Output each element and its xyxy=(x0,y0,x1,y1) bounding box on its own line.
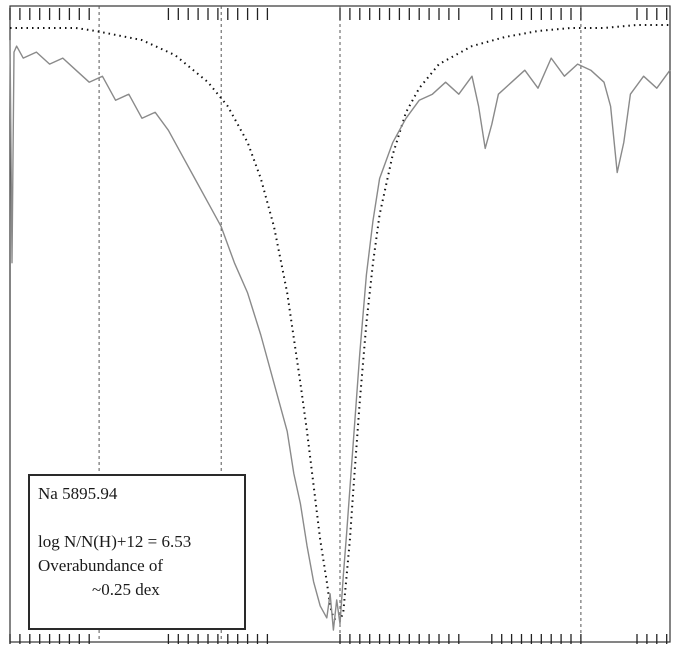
observed-spectrum-line xyxy=(9,40,671,631)
abundance-label: log N/N(H)+12 = 6.53 xyxy=(38,532,192,551)
annotation-box: Na 5895.94 log N/N(H)+12 = 6.53 Overabun… xyxy=(28,474,246,630)
line-id-label: Na 5895.94 xyxy=(38,484,118,503)
overabundance-value: ~0.25 dex xyxy=(92,580,160,599)
overabundance-label: Overabundance of xyxy=(38,556,164,575)
axis-ticks xyxy=(9,8,668,644)
spectrum-series xyxy=(9,24,671,631)
